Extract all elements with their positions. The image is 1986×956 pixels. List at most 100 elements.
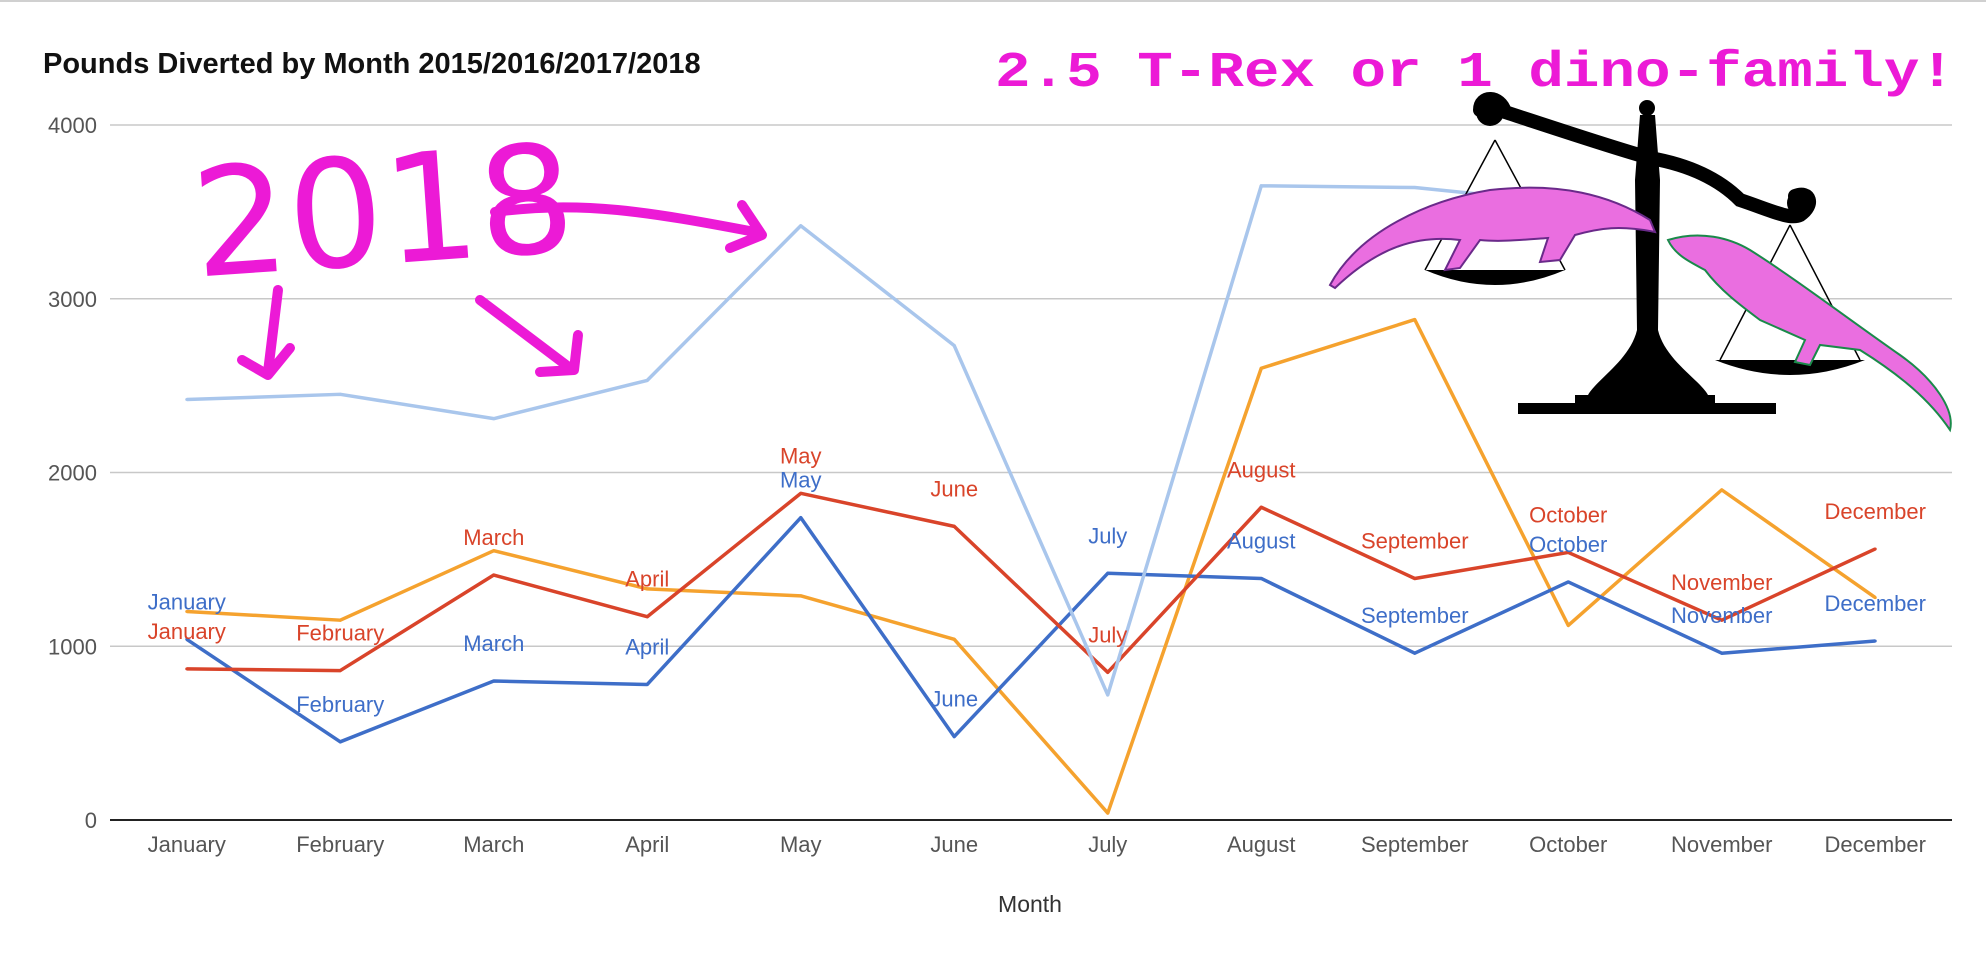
arrow-right-icon (490, 202, 760, 237)
x-tick-label: April (625, 832, 669, 857)
handwritten-annotation: 2018 (187, 112, 767, 380)
y-tick-label: 1000 (48, 634, 97, 659)
data-point (645, 587, 649, 591)
chart-title: Pounds Diverted by Month 2015/2016/2017/… (43, 48, 701, 80)
x-tick-label: August (1227, 832, 1296, 857)
data-point (1413, 186, 1417, 190)
data-point (952, 344, 956, 348)
data-point (1720, 618, 1724, 622)
series-line-series_2017 (186, 491, 1876, 675)
data-point (185, 667, 189, 671)
data-label: May (780, 468, 822, 493)
data-label: December (1825, 499, 1926, 524)
x-tick-label: December (1825, 832, 1926, 857)
dinosaur-skeleton-icon (1328, 186, 1657, 290)
data-label: November (1671, 603, 1772, 628)
data-point (1720, 651, 1724, 655)
x-tick-label: May (780, 832, 822, 857)
data-point (645, 682, 649, 686)
data-point (1873, 596, 1877, 600)
data-point (492, 549, 496, 553)
x-axis-label: Month (998, 891, 1062, 917)
series-line-series_2015 (186, 317, 1877, 815)
data-label: January (148, 619, 226, 644)
data-point (1413, 651, 1417, 655)
data-point (338, 392, 342, 396)
data-label: October (1529, 532, 1607, 557)
data-label: July (1088, 622, 1127, 647)
data-label: August (1227, 528, 1296, 553)
data-point (185, 610, 189, 613)
data-label: June (930, 687, 978, 712)
data-point (645, 378, 649, 382)
data-point (1873, 639, 1877, 643)
x-tick-label: March (463, 832, 524, 857)
x-tick-label: September (1361, 832, 1469, 857)
series-line-series_2018 (186, 184, 1569, 697)
data-point (1106, 811, 1110, 815)
data-point (185, 398, 189, 402)
data-point (1873, 547, 1877, 551)
data-point (952, 524, 956, 528)
data-point (185, 637, 189, 641)
data-point (1259, 505, 1263, 509)
data-label: March (463, 631, 524, 656)
data-point (952, 735, 956, 739)
arrow-down-head-icon (237, 343, 295, 380)
data-label: January (148, 589, 226, 614)
y-tick-label: 3000 (48, 287, 97, 312)
data-point (799, 594, 803, 598)
x-tick-label: November (1671, 832, 1772, 857)
data-point (1720, 488, 1724, 492)
data-point (645, 615, 649, 619)
y-axis-ticks: 0 1000 2000 3000 4000 (48, 113, 97, 833)
data-point (338, 740, 342, 744)
data-point (1259, 184, 1263, 188)
data-label: December (1825, 591, 1926, 616)
data-point (338, 669, 342, 673)
data-label: April (625, 634, 669, 659)
data-point (338, 618, 342, 622)
data-label: March (463, 525, 524, 550)
data-point (1106, 693, 1110, 697)
arrow-diagonal-icon (475, 295, 575, 373)
data-label: July (1088, 523, 1127, 548)
arrow-down-icon (263, 285, 283, 377)
y-tick-label: 2000 (48, 461, 97, 486)
data-point (799, 516, 803, 520)
data-point (1106, 571, 1110, 575)
data-point (799, 224, 803, 228)
x-tick-label: June (930, 832, 978, 857)
y-tick-label: 4000 (48, 113, 97, 138)
balance-scale-icon (1328, 92, 1952, 433)
data-label: June (930, 476, 978, 501)
data-point (492, 573, 496, 577)
dinosaur-skeleton-small-icon (1666, 234, 1952, 433)
x-tick-label: January (148, 832, 226, 857)
data-label: August (1227, 457, 1296, 482)
data-point (1566, 623, 1570, 627)
data-label: November (1671, 570, 1772, 595)
y-tick-label: 0 (85, 808, 97, 833)
data-point (1413, 576, 1417, 580)
data-point (1259, 576, 1263, 580)
data-point (799, 491, 803, 495)
data-label: April (625, 567, 669, 592)
data-point (1413, 318, 1417, 322)
data-label: February (296, 692, 384, 717)
data-label: October (1529, 502, 1607, 527)
data-labels: January February March April May June July Augu… (148, 443, 1926, 716)
data-label: September (1361, 603, 1469, 628)
data-point (952, 637, 956, 641)
x-tick-label: July (1088, 832, 1127, 857)
arrow-right-head-icon (725, 200, 767, 253)
data-point (1566, 580, 1570, 584)
data-label: September (1361, 528, 1469, 553)
data-point (492, 679, 496, 683)
data-point (1566, 550, 1570, 554)
x-tick-label: October (1529, 832, 1607, 857)
data-point (1259, 366, 1263, 370)
x-axis-ticks: January February March April May June July Augu… (148, 832, 1926, 857)
data-label: February (296, 621, 384, 646)
